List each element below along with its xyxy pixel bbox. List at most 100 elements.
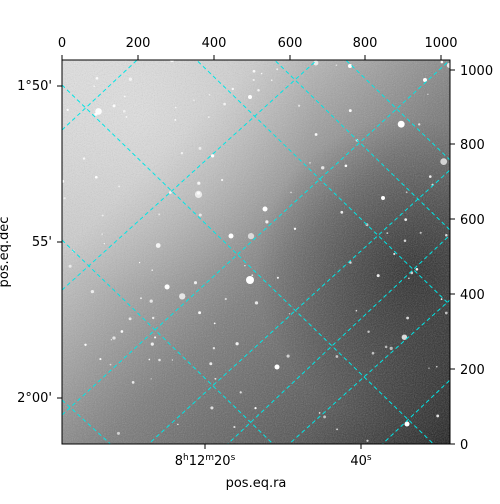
bright-star [274,364,280,370]
star [197,191,200,195]
star [150,342,154,346]
star [444,311,448,315]
star [309,162,311,164]
bright-star [348,64,352,68]
star [323,415,327,419]
star [288,313,291,315]
star [198,146,202,150]
star [90,289,95,294]
star [68,264,72,268]
star [197,181,201,185]
axis-ticks [57,55,455,449]
coordinate-grid [62,60,450,444]
star [440,158,448,165]
star [158,213,161,216]
star [103,242,105,245]
star [367,330,370,334]
star [171,359,174,361]
grid-line [345,60,450,161]
star [340,210,344,214]
grid-line [273,60,450,231]
sky-image [62,60,450,444]
star [148,358,151,361]
y-axis-title: pos.eq.dec [0,217,12,288]
star [290,191,292,194]
star [112,336,116,340]
star [239,391,242,394]
star [397,120,405,128]
star [355,309,358,312]
star [384,345,388,349]
star [348,109,352,113]
star [445,233,448,237]
pixel-x-tick-label: 400 [202,36,227,51]
ra-tick-label: 40s [350,453,372,469]
star [335,64,338,66]
star [210,154,215,158]
star [150,378,152,380]
bright-star [228,233,234,239]
star [118,185,121,188]
star [231,87,235,91]
grid-line [226,234,450,444]
star [125,116,128,118]
star [436,414,440,418]
pixel-y-tick-label: 800 [460,138,485,153]
star [128,77,133,81]
star [95,76,99,80]
star [123,95,126,98]
star [313,60,319,66]
star [252,69,256,73]
pixel-x-tick-label: 200 [126,36,151,51]
star [99,358,102,361]
grid-line [62,60,450,416]
star [110,339,113,341]
star [174,118,177,121]
pixel-y-tick-label: 400 [460,288,485,303]
star [177,423,179,426]
pixel-y-tick-label: 200 [460,363,485,378]
star [158,358,161,362]
pixel-y-tick-label: 1000 [460,64,493,79]
dec-axis: 1°50' 55' 2°00' [17,79,52,406]
star [66,108,69,112]
star [270,79,273,81]
star [95,108,102,115]
star [440,60,444,64]
star [235,342,239,346]
star [318,412,321,414]
star [131,381,135,384]
star [120,330,124,333]
star [207,116,210,118]
star [366,439,369,442]
bright-star [262,206,268,212]
star [335,355,339,358]
grid-line [62,239,274,444]
star [209,362,213,366]
star [233,425,236,429]
star [247,232,255,240]
star [260,72,263,75]
pixel-y-tick-label: 600 [460,213,485,228]
star [151,316,155,320]
star [440,298,443,300]
x-axis-title: pos.eq.ra [226,476,287,491]
bright-star [404,421,410,427]
star [164,284,170,290]
star [257,88,260,92]
star [254,301,259,305]
star [179,293,186,300]
star [427,93,429,95]
star [193,281,198,285]
star [314,133,318,136]
star [154,336,157,339]
bright-star [423,78,427,82]
star [265,220,269,224]
star [198,311,202,315]
star [193,99,195,101]
star [149,299,153,303]
pixel-x-tick-label: 0 [58,36,66,51]
plot-frame [61,59,451,445]
star [428,367,430,369]
